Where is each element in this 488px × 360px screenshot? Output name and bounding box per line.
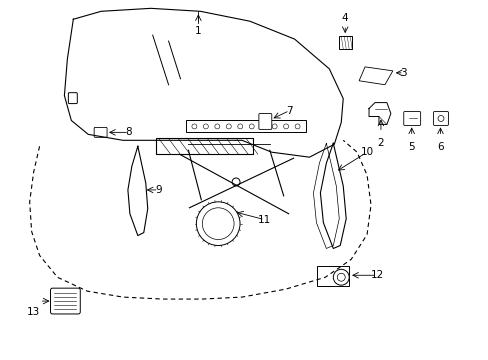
Circle shape xyxy=(272,124,277,129)
Text: 5: 5 xyxy=(407,142,414,152)
Circle shape xyxy=(333,269,348,285)
Text: 1: 1 xyxy=(195,26,201,36)
Text: 11: 11 xyxy=(258,215,271,225)
FancyBboxPatch shape xyxy=(94,127,107,137)
Circle shape xyxy=(196,202,240,246)
Circle shape xyxy=(232,178,240,186)
Text: 10: 10 xyxy=(360,147,373,157)
Circle shape xyxy=(202,208,234,239)
FancyBboxPatch shape xyxy=(403,112,420,125)
FancyBboxPatch shape xyxy=(68,93,77,104)
Text: 4: 4 xyxy=(341,13,348,23)
Text: 13: 13 xyxy=(27,307,40,317)
Bar xyxy=(155,138,252,154)
Circle shape xyxy=(226,124,231,129)
Text: 3: 3 xyxy=(400,68,406,78)
FancyBboxPatch shape xyxy=(258,113,271,129)
Circle shape xyxy=(337,273,345,281)
Circle shape xyxy=(191,124,197,129)
Bar xyxy=(186,121,305,132)
Text: 9: 9 xyxy=(155,185,162,195)
FancyBboxPatch shape xyxy=(50,288,80,314)
Text: 8: 8 xyxy=(125,127,132,138)
Circle shape xyxy=(294,124,300,129)
Circle shape xyxy=(249,124,254,129)
Bar xyxy=(339,36,351,49)
Polygon shape xyxy=(358,67,392,85)
Circle shape xyxy=(283,124,288,129)
Circle shape xyxy=(437,116,443,121)
Bar xyxy=(317,266,348,286)
Text: 2: 2 xyxy=(377,138,384,148)
Text: 7: 7 xyxy=(286,105,292,116)
Circle shape xyxy=(203,124,208,129)
Text: 12: 12 xyxy=(369,270,383,280)
Circle shape xyxy=(237,124,242,129)
Circle shape xyxy=(260,124,265,129)
Text: 6: 6 xyxy=(436,142,443,152)
Circle shape xyxy=(214,124,219,129)
FancyBboxPatch shape xyxy=(433,112,447,125)
